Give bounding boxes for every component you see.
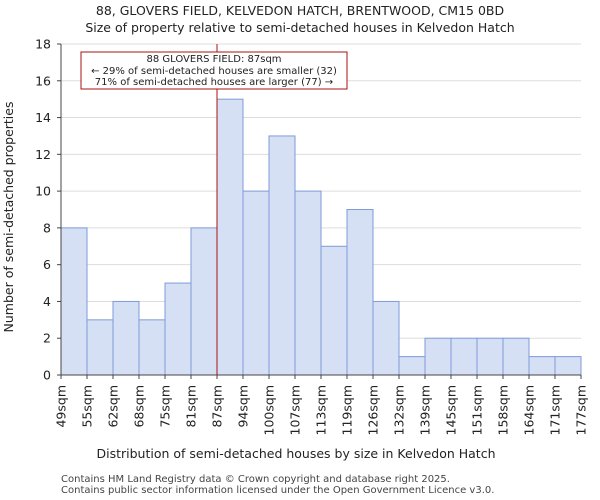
bar (502, 337, 530, 376)
x-tick-label: 164sqm (522, 385, 537, 435)
chart-subtitle: Size of property relative to semi-detach… (85, 20, 514, 35)
x-axis-label: Distribution of semi-detached houses by … (97, 446, 496, 461)
x-tick-label: 94sqm (236, 385, 251, 428)
x-tick-label: 126sqm (366, 385, 381, 435)
y-tick-label: 2 (43, 331, 51, 346)
bar (242, 190, 270, 376)
bar (476, 337, 504, 376)
bar (216, 98, 244, 376)
y-tick-label: 14 (35, 110, 51, 125)
y-tick-label: 0 (43, 368, 51, 383)
y-tick-label: 16 (35, 73, 51, 88)
x-tick-label: 151sqm (470, 385, 485, 435)
y-axis-label: Number of semi-detached properties (1, 102, 16, 333)
x-tick-label: 119sqm (340, 385, 355, 435)
bar (294, 190, 322, 376)
x-tick-label: 113sqm (314, 385, 329, 435)
y-tick-label: 18 (35, 37, 51, 52)
x-tick-label: 145sqm (444, 385, 459, 435)
x-tick-label: 49sqm (54, 385, 69, 428)
x-tick-label: 68sqm (132, 385, 147, 428)
bar (424, 337, 452, 376)
bar (138, 319, 166, 376)
bar (268, 135, 296, 376)
x-tick-label: 62sqm (106, 385, 121, 428)
bar (554, 356, 582, 376)
bar (190, 227, 218, 376)
x-tick-label: 132sqm (392, 385, 407, 435)
y-tick-label: 10 (35, 184, 51, 199)
x-tick-labels: 49sqm 55sqm 62sqm 68sqm 75sqm 81sqm 87sqm 94sqm… (54, 375, 589, 435)
y-tick-label: 8 (43, 220, 51, 235)
annotation-line-3: 71% of semi-detached houses are larger (… (95, 77, 333, 88)
x-tick-label: 100sqm (262, 385, 277, 435)
x-tick-label: 55sqm (80, 385, 95, 428)
annotation-line-1: 88 GLOVERS FIELD: 87sqm (146, 54, 281, 65)
x-tick-label: 158sqm (496, 385, 511, 435)
bar (112, 300, 140, 376)
bar (346, 209, 374, 376)
bar (450, 337, 478, 376)
bar (320, 245, 348, 376)
annotation-border (80, 51, 348, 90)
y-tick-label: 12 (35, 147, 51, 162)
x-tick-label: 139sqm (418, 385, 433, 435)
bar (372, 300, 400, 376)
x-tick-label: 75sqm (158, 385, 173, 428)
bar (528, 356, 556, 376)
footer-line-2: Contains public sector information licen… (61, 485, 495, 496)
annotation-line-2: ← 29% of semi-detached houses are smalle… (91, 66, 337, 77)
x-tick-label: 107sqm (288, 385, 303, 435)
bar (164, 282, 192, 376)
y-tick-label: 4 (43, 294, 51, 309)
bar (86, 319, 114, 376)
footer-line-1: Contains HM Land Registry data © Crown c… (61, 474, 450, 485)
y-tick-label: 6 (43, 257, 51, 272)
x-tick-label: 87sqm (210, 385, 225, 428)
x-tick-label: 177sqm (574, 385, 589, 435)
x-tick-label: 81sqm (184, 385, 199, 428)
bar (60, 227, 88, 376)
chart-title: 88, GLOVERS FIELD, KELVEDON HATCH, BRENT… (96, 3, 504, 18)
annotation-box: 88 GLOVERS FIELD: 87sqm ← 29% of semi-de… (80, 51, 348, 90)
bar (398, 356, 426, 376)
bars (60, 98, 582, 376)
y-tick-labels: 0 2 4 6 8 10 12 14 16 18 (35, 37, 51, 383)
x-tick-label: 171sqm (548, 385, 563, 435)
